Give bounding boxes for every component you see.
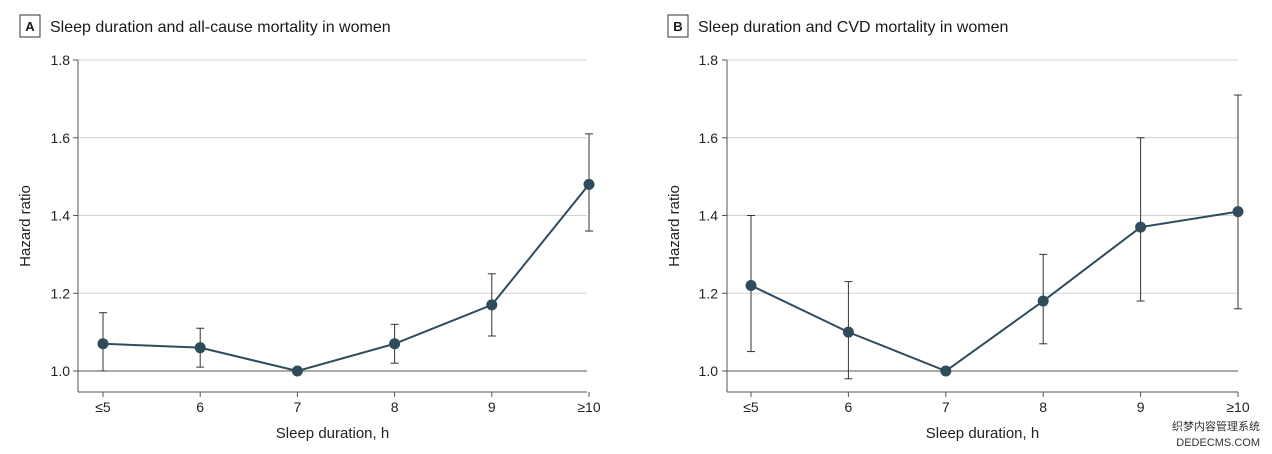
panel-a: A Sleep duration and all-cause mortality … (17, 14, 601, 442)
x-tick-label: 8 (391, 399, 399, 415)
panel-label: B (673, 19, 682, 34)
x-tick-label: ≤5 (743, 399, 759, 415)
watermark-line1: 织梦内容管理系统 (1172, 419, 1260, 433)
data-point (745, 279, 757, 291)
y-tick-label: 1.8 (699, 52, 719, 68)
x-tick-label: ≥10 (1226, 399, 1249, 415)
data-point (97, 338, 109, 350)
x-tick-label: ≥10 (577, 399, 600, 415)
data-point (194, 342, 206, 354)
series-line (750, 210, 1239, 373)
x-tick-label: 7 (942, 399, 950, 415)
y-axis-title: Hazard ratio (17, 185, 34, 267)
data-point (1232, 206, 1244, 218)
series-line (102, 183, 590, 373)
data-point (583, 178, 595, 190)
x-tick-label: 6 (845, 399, 853, 415)
x-tick-label: 7 (294, 399, 302, 415)
y-tick-label: 1.8 (51, 52, 71, 68)
data-point (842, 326, 854, 338)
x-tick-label: 8 (1039, 399, 1047, 415)
chart-title: Sleep duration and all-cause mortality i… (50, 19, 391, 36)
x-tick-label: 9 (488, 399, 496, 415)
y-tick-label: 1.4 (51, 208, 71, 224)
y-tick-label: 1.6 (51, 130, 71, 146)
y-tick-label: 1.4 (699, 208, 719, 224)
data-point (940, 365, 952, 377)
y-tick-label: 1.2 (699, 285, 719, 301)
panel-label-box (667, 14, 689, 38)
watermark-line2: DEDECMS.COM (1176, 437, 1260, 449)
chart-title: Sleep duration and CVD mortality in wome… (698, 19, 1008, 36)
y-tick-label: 1.6 (699, 130, 719, 146)
y-tick-label: 1.2 (51, 285, 71, 301)
panel-label-box (19, 14, 41, 38)
panel-label: A (25, 19, 35, 34)
x-tick-label: ≤5 (95, 399, 111, 415)
x-axis-title: Sleep duration, h (926, 425, 1039, 442)
data-point (291, 365, 303, 377)
x-tick-label: 6 (196, 399, 204, 415)
y-tick-label: 1.0 (51, 363, 71, 379)
data-point (1135, 221, 1147, 233)
panel-b: B Sleep duration and CVD mortality in wom… (666, 14, 1250, 442)
data-point (1037, 295, 1049, 307)
data-point (486, 299, 498, 311)
y-tick-label: 1.0 (699, 363, 719, 379)
y-axis-title: Hazard ratio (666, 185, 683, 267)
x-axis-title: Sleep duration, h (276, 425, 389, 442)
data-point (389, 338, 401, 350)
x-tick-label: 9 (1137, 399, 1145, 415)
